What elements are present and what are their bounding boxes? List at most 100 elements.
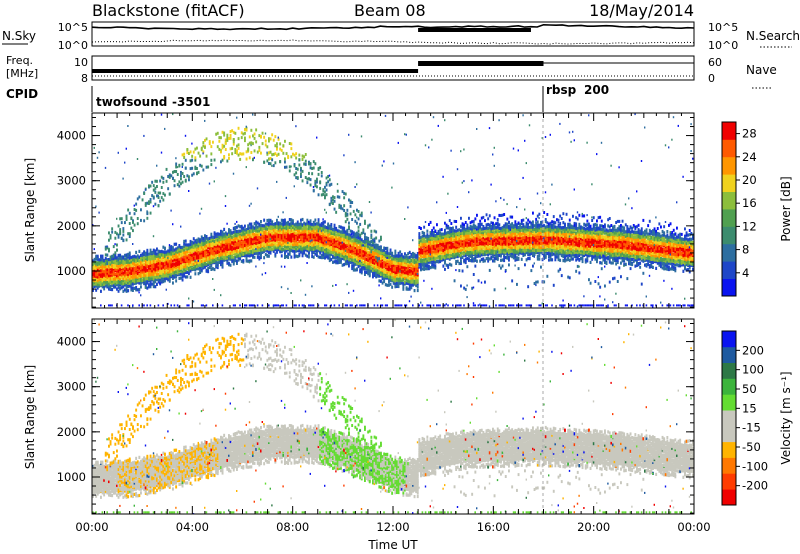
- power-cell: [484, 281, 486, 284]
- power-cell: [244, 304, 246, 306]
- power-cell: [223, 155, 225, 158]
- power-cell: [321, 171, 323, 174]
- power-cell: [377, 304, 379, 306]
- power-cell: [150, 304, 152, 306]
- freq-units-label: [MHz]: [6, 67, 38, 80]
- power-cell: [114, 251, 116, 254]
- power-speckle: [225, 195, 226, 197]
- power-speckle: [313, 186, 314, 188]
- power-speckle: [214, 289, 215, 291]
- power-speckle: [412, 239, 413, 241]
- power-cell: [263, 136, 265, 139]
- power-speckle: [254, 157, 255, 159]
- power-cell: [182, 278, 184, 281]
- power-speckle: [194, 260, 195, 262]
- power-cell: [193, 151, 195, 154]
- power-cell: [138, 304, 140, 306]
- cpid-mode-1-id: 200: [584, 83, 609, 97]
- power-cell: [143, 192, 145, 195]
- power-cell: [212, 141, 214, 144]
- power-cell: [302, 179, 304, 182]
- power-cell: [186, 304, 188, 306]
- power-speckle: [353, 290, 354, 292]
- noise-search-label: N.Search: [746, 29, 800, 43]
- power-cell: [206, 304, 208, 306]
- power-cell: [438, 304, 440, 306]
- power-cell: [466, 224, 468, 227]
- power-cell: [284, 157, 286, 160]
- power-cell: [308, 172, 310, 175]
- power-cell: [238, 127, 240, 130]
- power-speckle: [201, 208, 202, 210]
- power-speckle: [234, 223, 235, 225]
- power-speckle: [212, 278, 213, 280]
- power-cell: [230, 264, 232, 267]
- power-speckle: [94, 147, 95, 149]
- cpid-label: CPID: [6, 87, 38, 101]
- power-cell: [214, 159, 216, 162]
- power-cell: [311, 304, 313, 306]
- power-cell: [319, 166, 321, 169]
- power-cell: [234, 304, 236, 306]
- power-cell: [268, 255, 270, 258]
- power-cell: [116, 249, 118, 252]
- power-cell: [170, 304, 172, 306]
- power-cell: [177, 304, 179, 306]
- power-cell: [474, 304, 476, 306]
- power-speckle: [407, 206, 408, 208]
- power-speckle: [316, 137, 317, 139]
- power-cell: [217, 132, 219, 135]
- power-speckle: [431, 288, 432, 290]
- power-speckle: [428, 146, 429, 148]
- power-cell: [263, 219, 265, 222]
- power-speckle: [156, 165, 157, 167]
- power-speckle: [98, 151, 99, 153]
- power-speckle: [367, 227, 368, 229]
- power-cell: [457, 304, 459, 306]
- power-cell: [226, 134, 228, 137]
- power-cell: [350, 205, 352, 208]
- power-cell: [151, 181, 153, 184]
- power-cell: [146, 304, 148, 306]
- power-cell: [257, 304, 259, 306]
- power-cell: [246, 158, 248, 161]
- cpid-mode-1-name: rbsp: [546, 83, 577, 97]
- power-speckle: [430, 254, 431, 256]
- power-cell: [302, 304, 304, 306]
- power-cell: [334, 196, 336, 199]
- power-speckle: [300, 279, 301, 281]
- power-cell: [262, 132, 264, 135]
- power-cell: [364, 222, 366, 225]
- power-speckle: [116, 218, 117, 220]
- power-cell: [364, 233, 366, 236]
- power-cell: [338, 196, 340, 199]
- power-cell: [417, 289, 419, 292]
- power-speckle: [364, 267, 365, 269]
- power-speckle: [161, 114, 162, 116]
- power-cell: [361, 214, 363, 217]
- power-cell: [198, 152, 200, 155]
- power-cell: [246, 304, 248, 306]
- power-cell: [364, 304, 366, 306]
- power-cell: [444, 268, 446, 271]
- power-cell: [202, 304, 204, 306]
- power-cell: [454, 279, 456, 282]
- power-cell: [140, 285, 142, 288]
- power-cell: [476, 214, 478, 217]
- power-cell: [126, 215, 128, 218]
- power-panel: 1000200030004000 Slant Range [km]: [23, 113, 696, 310]
- power-cell: [289, 169, 291, 172]
- power-speckle: [450, 150, 451, 152]
- power-speckle: [423, 280, 424, 282]
- power-cell: [143, 219, 145, 222]
- power-cell: [129, 235, 131, 238]
- power-cell: [479, 220, 481, 223]
- power-cell: [146, 212, 148, 215]
- power-cell: [194, 272, 196, 275]
- noise-sky-label: N.Sky: [2, 29, 36, 43]
- power-cell: [460, 285, 462, 288]
- power-speckle: [335, 284, 336, 286]
- power-speckle: [354, 186, 355, 188]
- power-cell: [162, 199, 164, 202]
- power-cell: [150, 198, 152, 201]
